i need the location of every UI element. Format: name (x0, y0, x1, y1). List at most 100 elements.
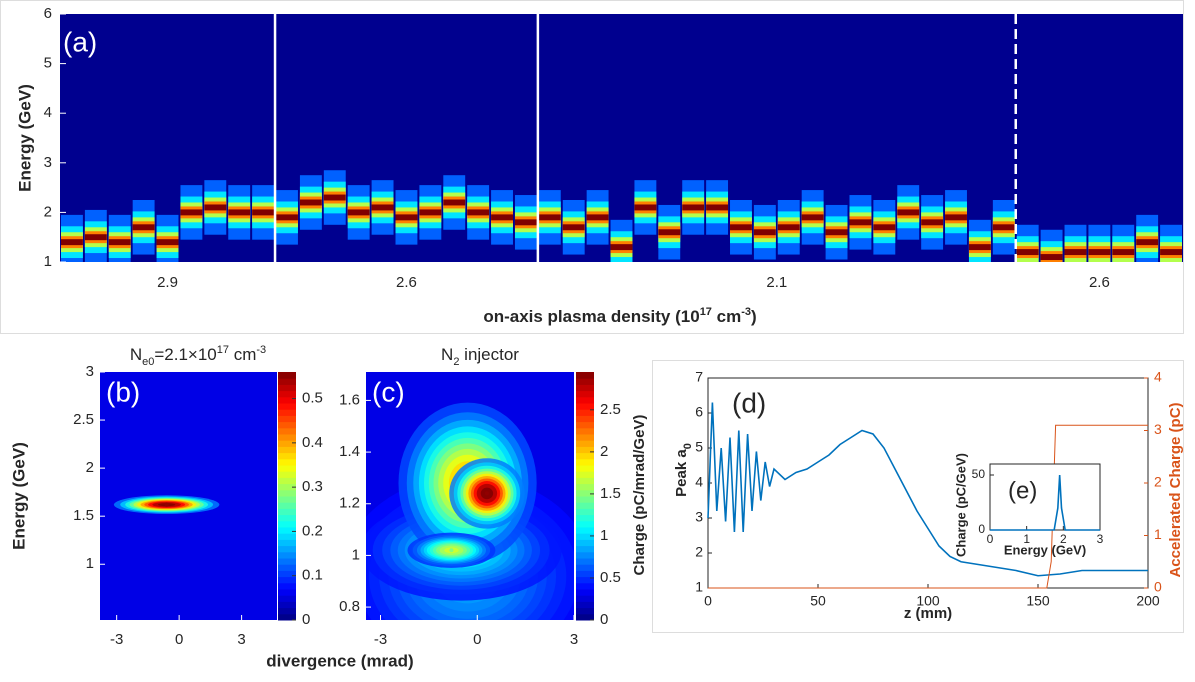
y-tick-label: 2 (695, 544, 703, 560)
y-tick-label: 1 (352, 546, 360, 563)
y-tick-label: 5 (695, 439, 703, 455)
shot-peak (1112, 249, 1135, 256)
x-tick-label: 0 (704, 593, 712, 609)
x-tick-label: 0 (987, 532, 994, 546)
text-segment: cm (712, 307, 741, 326)
group-label: 2.9 (157, 274, 178, 291)
colorbar-step (278, 564, 296, 571)
text-segment: injector (459, 345, 519, 364)
colorbar-step (576, 471, 594, 478)
colorbar-step (278, 607, 296, 615)
shot-peak (108, 239, 131, 246)
colorbar-step (278, 582, 296, 590)
shot-peak (419, 209, 442, 216)
panel-label: (b) (106, 376, 140, 407)
panel-title: N2 injector (441, 345, 519, 367)
shot-peak (252, 209, 275, 216)
colorbar-step (576, 452, 594, 460)
x-tick-label: 3 (1097, 532, 1104, 546)
colorbar-step (278, 576, 296, 584)
colorbar-step (576, 421, 594, 429)
shot-peak (610, 244, 633, 251)
colorbar-tick-label: 0.4 (302, 434, 323, 451)
y2-tick-label: 4 (1154, 369, 1162, 385)
colorbar-step (576, 564, 594, 571)
colorbar-tick-label: 2 (600, 443, 608, 460)
colorbar-tick-label: 1.5 (600, 485, 621, 502)
colorbar-step (278, 421, 296, 429)
shot-peak (204, 204, 227, 211)
text-segment: cm (229, 345, 256, 364)
x-axis-label: on-axis plasma density (1017 cm-3) (483, 306, 756, 327)
colorbar-step (278, 390, 296, 398)
shots (61, 170, 1182, 262)
text-segment: N (130, 345, 142, 364)
y2-axis-label: Accelerated Charge (pC) (1167, 402, 1184, 577)
colorbar-tick-label: 2.5 (600, 401, 621, 418)
y-tick-label: 1 (695, 579, 703, 595)
colorbar-step (278, 589, 296, 596)
colorbar-step (576, 390, 594, 398)
colorbar-step (576, 483, 594, 491)
colorbar-step (278, 409, 296, 416)
shot-peak (897, 209, 920, 216)
shot-peak (443, 199, 466, 206)
colorbar-step (576, 601, 594, 609)
text-segment: =2.1×10 (154, 345, 216, 364)
colorbar-step (576, 607, 594, 615)
colorbar-step (278, 533, 296, 540)
y-tick-label: 6 (44, 5, 52, 22)
text-segment: 17 (217, 344, 229, 356)
shot-peak (467, 209, 490, 216)
shot-peak (777, 224, 800, 231)
colorbar-step (576, 527, 594, 534)
colorbar-step (278, 403, 296, 410)
colorbar-step (278, 434, 296, 441)
y-tick-label: 6 (695, 404, 703, 420)
colorbar-step (278, 489, 296, 497)
colorbar-step (576, 576, 594, 584)
shot-peak (228, 209, 251, 216)
colorbar-step (576, 589, 594, 596)
colorbar-tick-label: 1 (600, 527, 608, 544)
colorbar-step (576, 434, 594, 441)
x-tick-label: -3 (374, 631, 387, 648)
series-line (990, 474, 1100, 531)
colorbar-step (278, 558, 296, 565)
colorbar-step (576, 384, 594, 392)
x-tick-label: 3 (570, 631, 578, 648)
shot-peak (395, 214, 418, 221)
x-axis-label: z (mm) (904, 605, 952, 622)
shot-peak (1064, 249, 1087, 256)
x-tick-label: 0 (175, 631, 183, 648)
text-segment: N (441, 345, 453, 364)
colorbar-step (278, 446, 296, 454)
x-tick-label: 1 (1023, 532, 1030, 546)
y2-tick-label: 2 (1154, 474, 1162, 490)
blobs (113, 495, 220, 515)
colorbar-tick-label: 0.5 (600, 569, 621, 586)
shot-peak (586, 214, 609, 221)
y-tick-label: 5 (44, 55, 52, 72)
colorbar-step (278, 378, 296, 385)
colorbar-step (576, 558, 594, 565)
series-line (707, 402, 1148, 577)
text-segment: 2 (453, 356, 459, 368)
y2-tick-label: 3 (1154, 421, 1162, 437)
y-tick-label: 1 (86, 555, 94, 572)
x-tick-label: 200 (1136, 593, 1160, 609)
shot-peak (992, 224, 1015, 231)
colorbar-step (576, 446, 594, 454)
shot-peak (276, 214, 298, 221)
colorbar-step (278, 427, 296, 435)
shot-peak (323, 194, 346, 201)
y-tick-label: 2.5 (73, 411, 94, 428)
y2-tick-label: 0 (1154, 579, 1162, 595)
shot-peak (634, 204, 657, 211)
text-segment: 0 (682, 443, 694, 449)
colorbar-step (576, 378, 594, 385)
panel-frame (0, 0, 1184, 334)
y-tick-label: 1.6 (339, 391, 360, 408)
panel-label: (a) (63, 26, 97, 57)
y-axis-label: Energy (GeV) (15, 84, 34, 192)
